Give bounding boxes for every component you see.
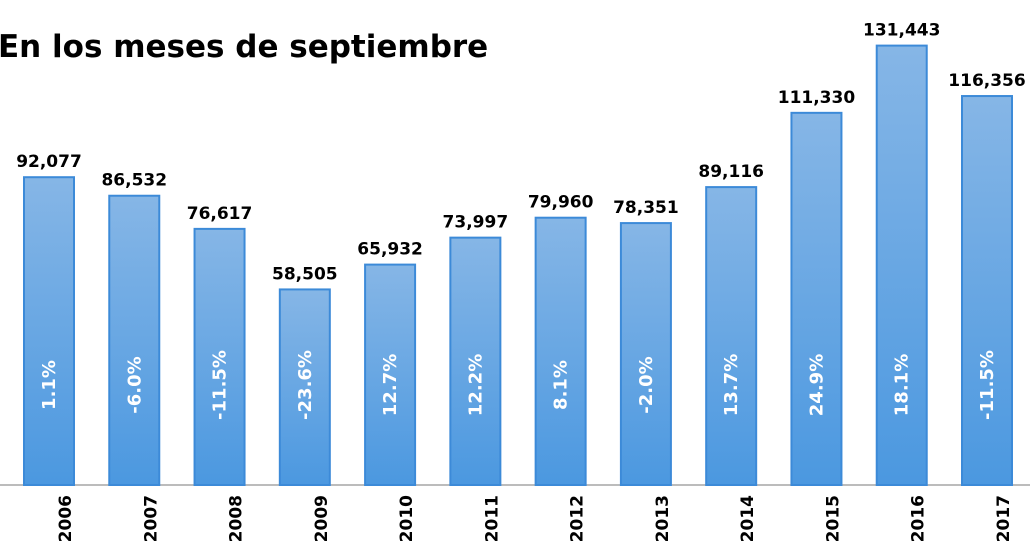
growth-label: 1.1% (39, 360, 60, 410)
x-tick-label: 2013 (653, 495, 673, 542)
bar (108, 194, 161, 486)
value-label: 79,960 (528, 193, 594, 213)
x-tick-label: 2014 (738, 495, 758, 542)
value-label: 86,532 (101, 171, 167, 191)
x-tick-label: 2012 (568, 495, 588, 542)
bar (193, 227, 246, 486)
bar (790, 111, 843, 486)
growth-label: 12.7% (380, 354, 401, 416)
value-label: 58,505 (272, 264, 338, 284)
bar (364, 263, 417, 487)
x-tick-label: 2008 (227, 495, 247, 542)
value-label: 131,443 (863, 21, 940, 41)
x-tick-label: 2017 (994, 495, 1014, 542)
growth-label: 13.7% (721, 354, 742, 416)
value-label: 65,932 (357, 240, 423, 260)
x-tick-label: 2015 (823, 495, 843, 542)
growth-label: -11.5% (977, 350, 998, 420)
bar (875, 44, 928, 486)
chart-title: En los meses de septiembre (0, 29, 488, 65)
x-tick-label: 2009 (312, 495, 332, 542)
growth-label: 12.2% (465, 354, 486, 416)
growth-label: 8.1% (551, 360, 572, 410)
value-label: 92,077 (16, 152, 82, 172)
bar (705, 186, 758, 487)
x-tick-label: 2006 (56, 495, 76, 542)
growth-label: 18.1% (892, 354, 913, 416)
value-label: 76,617 (187, 204, 253, 224)
bar (278, 288, 331, 486)
x-tick-label: 2016 (909, 495, 929, 542)
bar (619, 222, 672, 486)
growth-label: -2.0% (636, 356, 657, 413)
x-tick-label: 2011 (482, 495, 502, 542)
value-label: 111,330 (778, 88, 856, 108)
bar (961, 95, 1013, 486)
x-tick-label: 2010 (397, 495, 417, 542)
value-label: 78,351 (613, 198, 679, 218)
growth-label: -6.0% (124, 356, 145, 413)
x-tick-label: 2007 (141, 495, 161, 542)
bar (534, 216, 587, 486)
growth-label: -11.5% (210, 350, 231, 420)
growth-label: -23.6% (295, 350, 316, 420)
bar (449, 236, 502, 486)
growth-label: 24.9% (806, 354, 827, 416)
value-label: 89,116 (698, 162, 764, 182)
bar (23, 176, 75, 486)
value-label: 73,997 (443, 213, 509, 233)
value-label: 116,356 (948, 71, 1025, 91)
